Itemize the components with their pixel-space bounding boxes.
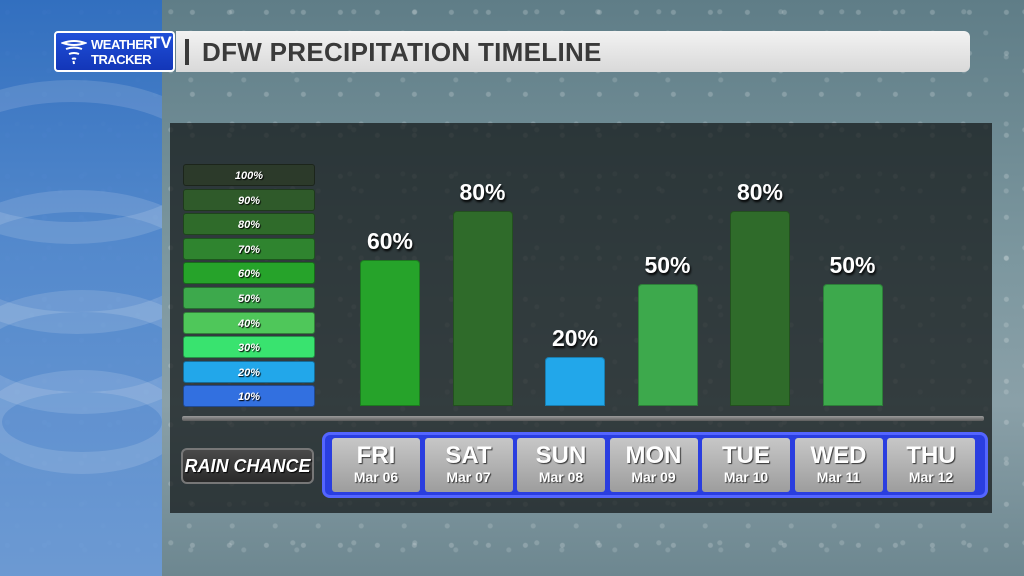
rain-chance-label: RAIN CHANCE (181, 448, 314, 484)
day-name: TUE (722, 442, 770, 469)
day-cell-thu: THU Mar 12 (887, 438, 975, 492)
legend-level: 70% (183, 237, 315, 260)
bar-wed (822, 284, 883, 406)
day-date: Mar 07 (446, 469, 491, 485)
logo-text-tracker: TRACKER (91, 52, 152, 67)
bar-value-label: 20% (551, 325, 599, 352)
bar-value-label: 50% (644, 252, 691, 278)
day-name: WED (810, 442, 867, 469)
legend-level: 80% (183, 213, 315, 236)
legend-level: 60% (183, 262, 315, 285)
x-axis-line (182, 416, 984, 421)
bar-value-label: 60% (366, 227, 414, 254)
legend-level: 100% (183, 164, 315, 186)
day-date: Mar 09 (631, 469, 676, 485)
legend-level: 10% (183, 385, 315, 408)
legend-level: 50% (183, 287, 315, 309)
logo-text-weather: WEATHER (91, 37, 153, 52)
legend-level: 40% (183, 311, 315, 334)
bar-sat (452, 210, 513, 406)
day-date: Mar 11 (816, 469, 861, 485)
day-cell-fri: FRI Mar 06 (332, 438, 420, 492)
day-cell-sat: SAT Mar 07 (424, 438, 513, 492)
bar-fri (360, 259, 420, 406)
side-graphic-panel (0, 0, 162, 576)
title-separator (185, 39, 189, 65)
bar-sun (545, 357, 605, 406)
day-cell-mon: MON Mar 09 (609, 438, 698, 492)
day-name: FRI (356, 442, 396, 469)
legend-level: 20% (183, 360, 315, 383)
bar-mon (637, 284, 698, 406)
day-name: SAT (445, 442, 492, 469)
day-cell-sun: SUN Mar 08 (517, 438, 605, 492)
logo-text-tv: TV (150, 33, 172, 52)
legend-level: 90% (183, 188, 315, 211)
day-date: Mar 06 (353, 469, 399, 485)
day-date: Mar 12 (908, 469, 954, 485)
weather-tracker-logo: WEATHER TRACKER TV (54, 31, 175, 72)
bar-tue (730, 210, 790, 406)
bar-value-label: 80% (459, 178, 506, 205)
legend-level: 30% (183, 336, 315, 359)
tornado-icon (61, 40, 87, 65)
day-name: MON (625, 442, 682, 469)
day-date: Mar 10 (723, 469, 769, 485)
day-name: SUN (535, 442, 587, 469)
bar-value-label: 80% (736, 178, 784, 205)
day-date: Mar 08 (538, 469, 584, 485)
day-cell-wed: WED Mar 11 (794, 438, 883, 492)
bar-value-label: 50% (829, 252, 876, 278)
day-name: THU (906, 442, 956, 469)
day-cell-tue: TUE Mar 10 (702, 438, 790, 492)
title-bar: DFW PRECIPITATION TIMELINE (176, 31, 970, 72)
page-title: DFW PRECIPITATION TIMELINE (202, 37, 602, 67)
